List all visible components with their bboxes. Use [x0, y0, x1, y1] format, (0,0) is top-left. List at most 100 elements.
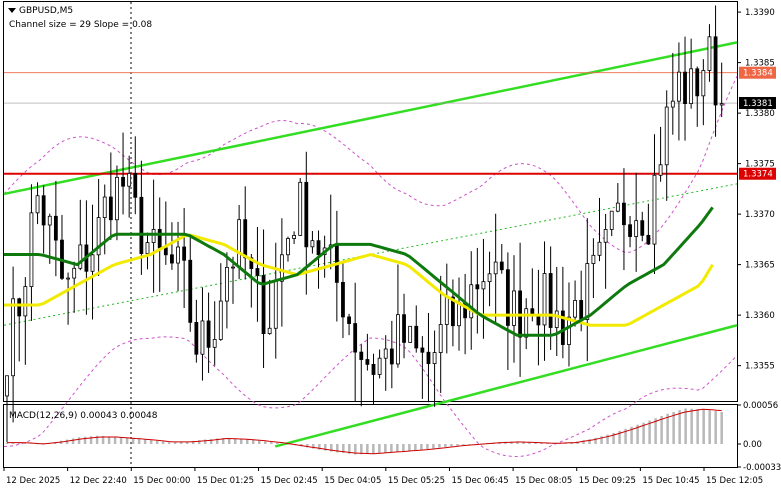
candle-body [389, 348, 394, 365]
candle-body [316, 240, 321, 256]
candle-body [695, 68, 700, 97]
candle-body [243, 219, 248, 259]
candle-body [170, 254, 174, 264]
candle-body [90, 254, 95, 272]
candle-body [505, 269, 510, 326]
time-tick-label: 15 Dec 00:00 [133, 476, 190, 486]
time-tick-label: 12 Dec 22:40 [70, 476, 127, 486]
candle-body [200, 320, 205, 355]
time-axis: 12 Dec 2025 12 Dec 22:40 15 Dec 00:00 15 De… [3, 467, 763, 486]
macd-panel-frame [3, 404, 738, 468]
time-tick-label: 15 Dec 09:25 [579, 476, 636, 486]
candle-body [96, 217, 101, 256]
candle-body [567, 316, 571, 345]
candle-body [237, 219, 242, 268]
price-tick-label: 1.3380 [745, 109, 775, 119]
candle-body [707, 36, 712, 71]
candle-body [713, 36, 718, 106]
candle-body [115, 176, 119, 221]
ma-green-line [4, 206, 714, 337]
price-tick-label: 1.3365 [745, 261, 775, 271]
candle-body [224, 267, 229, 302]
candle-body [683, 71, 687, 105]
candle-body [420, 347, 425, 353]
candle-body [579, 300, 584, 320]
candle-body [231, 266, 235, 269]
candle-body [622, 202, 626, 226]
candle-body [481, 281, 486, 290]
candle-body [652, 174, 657, 245]
macd-tick-label: -0.00033 [743, 463, 781, 473]
candle-body [554, 310, 559, 328]
candle-body [591, 254, 596, 264]
candle-body [383, 348, 388, 359]
candle-body [53, 215, 58, 241]
candle-body [585, 263, 590, 320]
time-tick-label: 15 Dec 01:25 [197, 476, 254, 486]
channel-upper-line [3, 41, 738, 196]
candle-body [212, 339, 217, 348]
candle-body [157, 229, 162, 249]
envelope-bands [3, 75, 738, 458]
candle-body [41, 195, 46, 226]
ma-yellow-line [4, 233, 714, 327]
candle-body [371, 363, 376, 375]
candle-body [353, 323, 358, 353]
candle-body [365, 359, 370, 365]
candle-body [66, 277, 70, 280]
macd-tick-label: 0.00 [743, 440, 762, 450]
candle-body [634, 220, 639, 237]
channel-info: Channel size = 29 Slope = 0.08 [9, 20, 152, 30]
candle-body [609, 210, 614, 230]
candle-body [432, 352, 437, 365]
time-tick-label: 15 Dec 02:45 [261, 476, 318, 486]
candle-body [78, 244, 83, 269]
macd-label: MACD(12,26,9) 0.00043 0.00048 [9, 411, 158, 421]
candlesticks [5, 5, 724, 443]
candle-body [444, 296, 449, 325]
lower-band [3, 336, 738, 458]
candle-body [475, 284, 480, 290]
candle-body [640, 220, 645, 236]
candle-body [17, 298, 22, 317]
candle-body [542, 273, 547, 326]
time-tick-label: 15 Dec 05:25 [388, 476, 445, 486]
candle-body [493, 261, 498, 275]
time-tick-label: 15 Dec 12:05 [706, 476, 763, 486]
candle-body [719, 103, 724, 106]
candle-body [658, 164, 663, 176]
candle-body [72, 267, 77, 279]
candle-body [457, 302, 461, 327]
channel-lower-line [274, 324, 738, 448]
candle-body [377, 357, 382, 375]
resistance-price-tag: 1.3374 [743, 170, 773, 180]
symbol-label: GBPUSD,M5 [19, 6, 73, 16]
ask-price-tag: 1.3384 [743, 69, 773, 79]
candle-body [249, 257, 254, 269]
bid-price-tag: 1.3381 [743, 99, 773, 109]
candle-body [5, 375, 9, 397]
candle-body [597, 241, 602, 256]
candle-body [524, 308, 529, 338]
candle-body [402, 314, 406, 343]
candle-body [304, 181, 309, 248]
candle-body [194, 321, 199, 355]
candle-body [701, 70, 706, 97]
candle-body [182, 246, 187, 261]
candle-body [267, 327, 272, 335]
candle-body [677, 71, 681, 102]
candle-body [347, 316, 351, 324]
candle-body [286, 238, 290, 256]
candle-body [292, 235, 296, 239]
candle-body [536, 315, 541, 326]
candle-body [218, 300, 223, 340]
candle-body [163, 247, 168, 256]
candle-body [408, 325, 413, 343]
dropdown-triangle-icon[interactable] [8, 8, 16, 13]
candle-body [426, 351, 431, 365]
candle-body [396, 314, 400, 365]
candle-body [512, 290, 516, 326]
time-tick-label: 15 Dec 06:45 [451, 476, 508, 486]
macd-signal-line [7, 408, 722, 455]
